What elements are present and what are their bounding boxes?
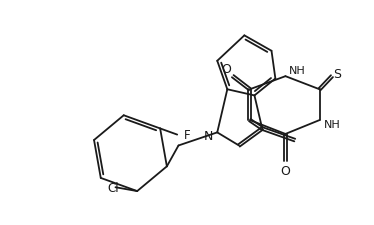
Text: S: S xyxy=(333,68,341,81)
Text: N: N xyxy=(203,129,213,142)
Text: Cl: Cl xyxy=(108,181,119,194)
Text: NH: NH xyxy=(324,119,340,129)
Text: NH: NH xyxy=(289,66,306,76)
Text: O: O xyxy=(222,63,232,76)
Text: O: O xyxy=(280,164,290,177)
Text: F: F xyxy=(183,128,190,142)
